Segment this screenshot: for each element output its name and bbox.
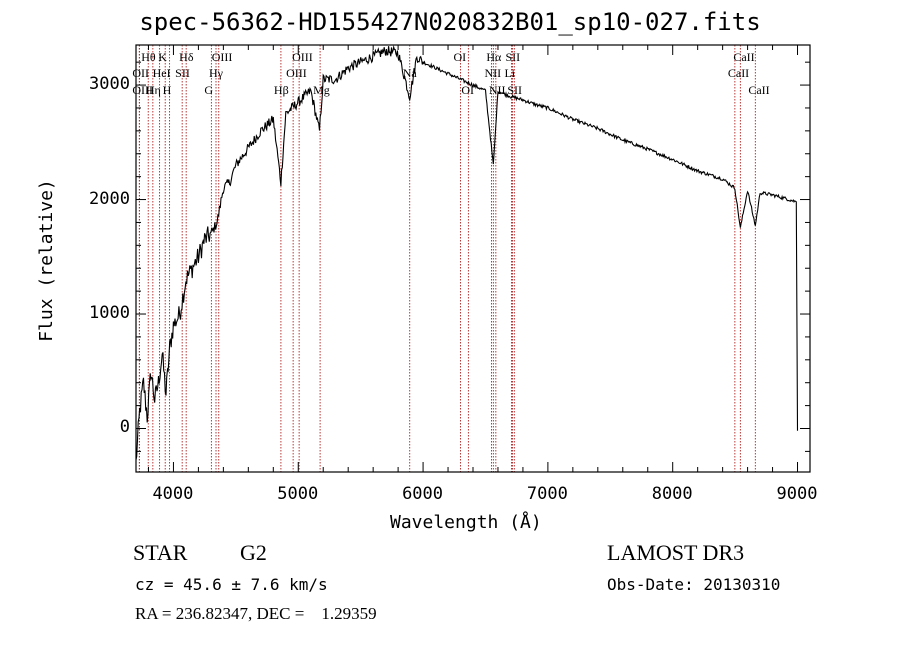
coordinates: RA = 236.82347, DEC = 1.29359 [135, 604, 377, 623]
x-tick-label: 8000 [651, 484, 693, 504]
spectrum-series-line [135, 45, 799, 460]
y-axis-label: Flux (relative) [35, 179, 57, 342]
x-tick-label: 9000 [776, 484, 818, 504]
x-tick-label: 7000 [526, 484, 568, 504]
spectral-line-label: OIII [292, 50, 313, 64]
spectral-line-label: Hη [145, 83, 161, 97]
spectral-line-label: OIII [211, 50, 233, 64]
spectral-line-label: Mg [313, 83, 330, 97]
spectral-subclass: G2 [240, 540, 267, 565]
spectral-line-label: CaII [733, 50, 755, 64]
x-tick-label: 4000 [152, 484, 194, 504]
spectral-line-label: H [162, 83, 172, 97]
spectral-line-label: OIII [132, 83, 154, 97]
spectral-line-label: K [158, 50, 167, 64]
spectral-line-label: Hγ [209, 66, 223, 80]
spectral-line-label: OIII [286, 66, 307, 80]
spectral-line-label: CaII [727, 66, 750, 80]
spectral-line-label: Hα [486, 50, 502, 64]
chart-title: spec-56362-HD155427N020832B01_sp10-027.f… [139, 8, 761, 36]
redshift-cz: cz = 45.6 ± 7.6 km/s [135, 575, 328, 594]
spectral-line-label: NII [484, 66, 502, 80]
spectral-line-label: Na [402, 66, 417, 80]
spectral-line-label: Hβ [273, 83, 289, 97]
spectral-line-label: OII [132, 66, 150, 80]
spectral-line-label: Hδ [179, 50, 194, 64]
x-tick-label: 6000 [402, 484, 444, 504]
survey-name: LAMOST DR3 [607, 540, 745, 565]
plot-frame [135, 44, 811, 473]
spectral-line-label: Hθ [141, 50, 156, 64]
spectral-line-label: HeI [152, 66, 171, 80]
spectral-line-markers [138, 45, 756, 472]
spectral-line-label: CaII [748, 83, 770, 97]
spectral-line-label: Li [504, 66, 516, 80]
spectral-line-label: SII [175, 66, 190, 80]
spectral-line-label: SII [505, 50, 521, 64]
y-tick-label: 2000 [89, 188, 130, 209]
object-type: STAR [133, 540, 188, 565]
x-axis-label: Wavelength (Å) [390, 512, 542, 533]
spectral-line-label: G [204, 83, 214, 97]
observation-date: Obs-Date: 20130310 [607, 575, 781, 594]
y-tick-label: 3000 [89, 74, 130, 95]
spectral-line-label: OI [461, 83, 475, 97]
y-tick-label: 0 [119, 417, 130, 438]
axis-ticks [136, 45, 810, 472]
x-tick-label: 5000 [277, 484, 319, 504]
spectral-line-label: NII [488, 83, 506, 97]
spectral-line-label: OI [453, 50, 467, 64]
y-tick-label: 1000 [89, 303, 130, 324]
spectral-line-label: SII [507, 83, 522, 97]
